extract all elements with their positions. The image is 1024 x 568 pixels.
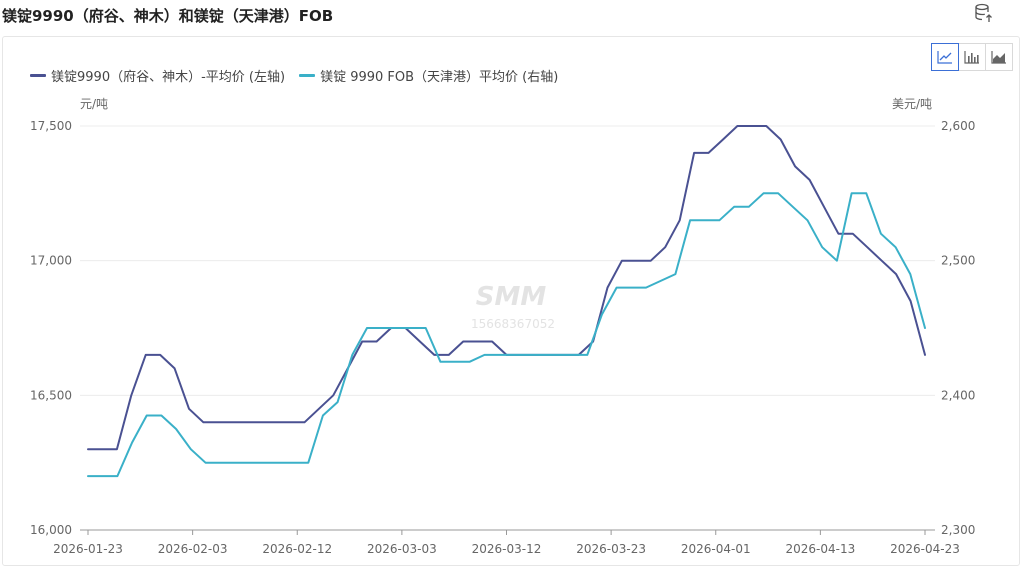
- x-tick-label: 2026-03-03: [367, 542, 437, 556]
- x-tick-label: 2026-03-12: [472, 542, 542, 556]
- right-y-tick-label: 2,400: [941, 388, 975, 402]
- x-tick-label: 2026-04-01: [681, 542, 751, 556]
- left-axis-unit: 元/吨: [80, 97, 109, 111]
- bar-chart-button[interactable]: [958, 43, 986, 71]
- left-y-tick-label: 16,000: [30, 523, 72, 537]
- legend-label: 镁锭9990（府谷、神木）-平均价 (左轴): [51, 70, 286, 85]
- area-chart-button[interactable]: [985, 43, 1013, 71]
- page-title: 镁锭9990（府谷、神木）和镁锭（天津港）FOB: [2, 7, 334, 25]
- legend-label: 镁锭 9990 FOB（天津港）平均价 (右轴): [320, 70, 559, 85]
- right-axis-unit: 美元/吨: [891, 97, 932, 111]
- legend-swatch: [299, 74, 316, 77]
- left-y-tick-label: 17,000: [30, 254, 72, 268]
- x-tick-label: 2026-03-23: [576, 542, 646, 556]
- chart-panel: [2, 36, 1020, 566]
- right-y-tick-label: 2,600: [941, 119, 975, 133]
- left-y-tick-label: 16,500: [30, 388, 72, 402]
- watermark-brand: SMM: [476, 282, 547, 312]
- line-chart-button[interactable]: [931, 43, 959, 71]
- x-tick-label: 2026-04-23: [890, 542, 960, 556]
- x-tick-label: 2026-02-03: [158, 542, 228, 556]
- watermark-phone: 15668367052: [471, 317, 555, 331]
- database-export-icon[interactable]: [973, 2, 995, 24]
- chart-legend: 镁锭9990（府谷、神木）-平均价 (左轴) 镁锭 9990 FOB（天津港）平…: [30, 66, 572, 85]
- right-y-tick-label: 2,500: [941, 254, 975, 268]
- line-chart-icon: [937, 51, 952, 64]
- legend-swatch: [30, 74, 46, 77]
- x-tick-label: 2026-01-23: [53, 542, 123, 556]
- watermark: SMM 15668367052: [471, 282, 555, 331]
- right-y-tick-label: 2,300: [941, 523, 975, 537]
- chart-type-switcher: [931, 43, 1013, 71]
- legend-item-right-series[interactable]: 镁锭 9990 FOB（天津港）平均价 (右轴): [299, 66, 558, 85]
- x-tick-label: 2026-04-13: [786, 542, 856, 556]
- legend-item-left-series[interactable]: 镁锭9990（府谷、神木）-平均价 (左轴): [30, 66, 285, 85]
- bar-chart-icon: [964, 51, 979, 64]
- area-chart-icon: [991, 51, 1006, 64]
- x-tick-label: 2026-02-12: [262, 542, 332, 556]
- series-line-right[interactable]: [87, 192, 926, 478]
- left-y-tick-label: 17,500: [30, 119, 72, 133]
